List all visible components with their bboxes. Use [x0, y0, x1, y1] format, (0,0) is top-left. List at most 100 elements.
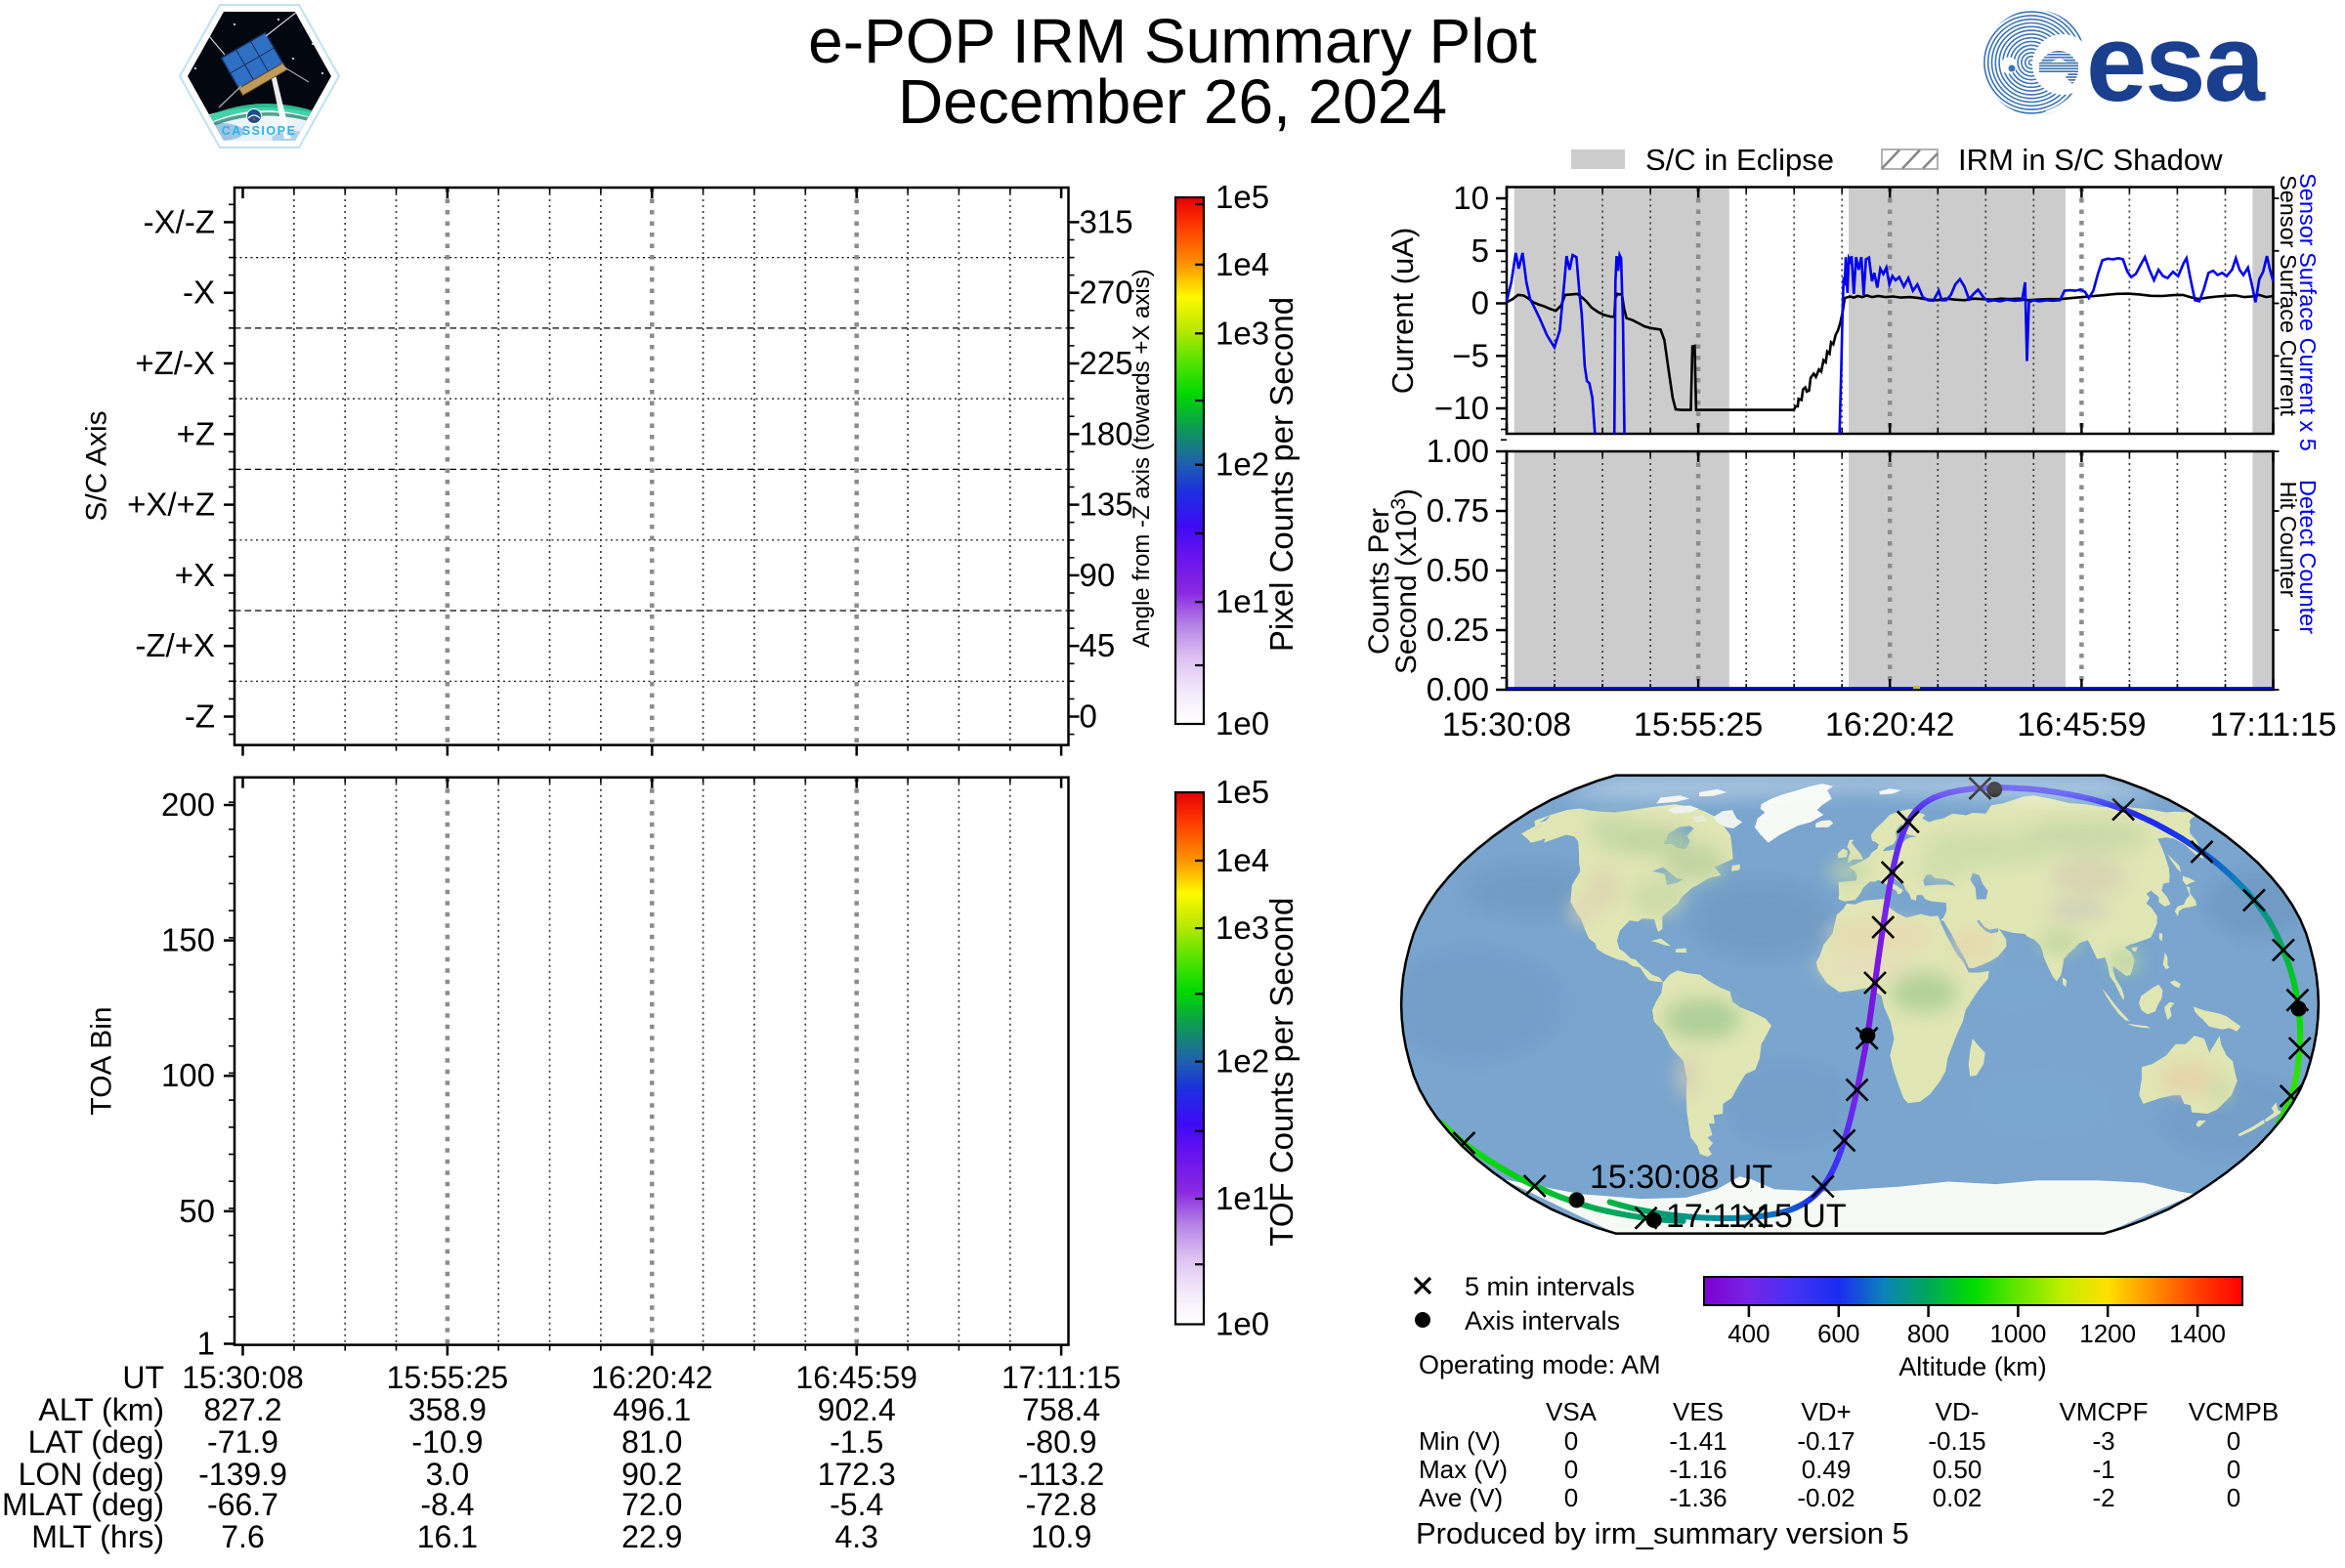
svg-text:Produced by irm_summary versio: Produced by irm_summary version 5: [1416, 1516, 1909, 1550]
svg-text:VSA: VSA: [1546, 1397, 1598, 1426]
svg-text:10: 10: [1453, 180, 1489, 216]
svg-text:16:45:59: 16:45:59: [795, 1360, 917, 1395]
svg-text:−5: −5: [1452, 337, 1489, 373]
svg-text:1200: 1200: [2079, 1319, 2136, 1348]
svg-text:17:11:15: 17:11:15: [1002, 1360, 1121, 1395]
svg-text:72.0: 72.0: [621, 1487, 682, 1522]
svg-text:5 min intervals: 5 min intervals: [1465, 1272, 1635, 1301]
svg-text:MLT (hrs): MLT (hrs): [31, 1519, 164, 1554]
svg-text:Axis intervals: Axis intervals: [1465, 1306, 1620, 1335]
svg-text:Min (V): Min (V): [1419, 1426, 1501, 1456]
svg-text:+X/+Z: +X/+Z: [127, 487, 215, 523]
svg-text:-X: -X: [183, 275, 215, 311]
svg-text:Pixel Counts per Second: Pixel Counts per Second: [1263, 297, 1300, 652]
svg-text:1000: 1000: [1989, 1319, 2046, 1348]
svg-text:22.9: 22.9: [621, 1519, 682, 1554]
svg-text:-Z/+X: -Z/+X: [135, 627, 215, 663]
svg-text:1e0: 1e0: [1215, 1306, 1269, 1342]
svg-text:VCMPB: VCMPB: [2189, 1397, 2279, 1426]
svg-text:1e5: 1e5: [1215, 179, 1269, 215]
svg-text:0.49: 0.49: [1802, 1455, 1852, 1484]
svg-text:0: 0: [2227, 1426, 2240, 1456]
svg-text:135: 135: [1080, 487, 1133, 523]
svg-text:-0.15: -0.15: [1928, 1426, 1985, 1456]
svg-text:CASSIOPE: CASSIOPE: [222, 124, 297, 138]
svg-text:0.02: 0.02: [1933, 1483, 1983, 1512]
svg-text:-0.02: -0.02: [1797, 1483, 1855, 1512]
svg-text:-0.17: -0.17: [1797, 1426, 1855, 1456]
svg-text:UT: UT: [122, 1360, 164, 1395]
svg-text:-X/-Z: -X/-Z: [144, 203, 215, 239]
svg-text:VMCPF: VMCPF: [2060, 1397, 2149, 1426]
svg-text:81.0: 81.0: [621, 1424, 682, 1460]
svg-text:-3: -3: [2092, 1426, 2114, 1456]
svg-text:17:11:15: 17:11:15: [2210, 706, 2337, 743]
svg-text:-80.9: -80.9: [1026, 1424, 1097, 1460]
svg-text:0: 0: [1564, 1483, 1578, 1512]
svg-text:-1.16: -1.16: [1669, 1455, 1727, 1484]
svg-text:+X: +X: [175, 557, 215, 593]
svg-text:-10.9: -10.9: [411, 1424, 483, 1460]
svg-text:Second (x103): Second (x103): [1387, 488, 1424, 674]
svg-text:902.4: 902.4: [818, 1392, 896, 1427]
svg-text:S/C Axis: S/C Axis: [81, 410, 113, 521]
svg-text:16.1: 16.1: [417, 1519, 478, 1554]
svg-text:1e1: 1e1: [1215, 1180, 1269, 1216]
svg-text:358.9: 358.9: [408, 1392, 487, 1427]
svg-text:270: 270: [1080, 275, 1133, 311]
svg-text:0: 0: [2227, 1483, 2240, 1512]
svg-text:Altitude (km): Altitude (km): [1898, 1352, 2047, 1381]
svg-text:15:30:08: 15:30:08: [182, 1360, 304, 1395]
svg-text:0.50: 0.50: [1933, 1455, 1983, 1484]
svg-text:7.6: 7.6: [221, 1519, 264, 1554]
svg-text:5: 5: [1471, 233, 1489, 269]
svg-text:1e3: 1e3: [1215, 315, 1269, 351]
svg-text:MLAT (deg): MLAT (deg): [2, 1487, 164, 1522]
svg-text:TOA Bin: TOA Bin: [86, 1006, 118, 1115]
svg-text:-71.9: -71.9: [207, 1424, 278, 1460]
svg-text:-1.36: -1.36: [1669, 1483, 1727, 1512]
svg-text:Max (V): Max (V): [1419, 1455, 1508, 1484]
svg-text:-66.7: -66.7: [207, 1487, 278, 1522]
svg-text:17:11:15 UT: 17:11:15 UT: [1666, 1198, 1847, 1235]
svg-text:-Z: -Z: [185, 699, 215, 735]
svg-text:-72.8: -72.8: [1026, 1487, 1097, 1522]
svg-text:-2: -2: [2092, 1483, 2114, 1512]
svg-text:LAT (deg): LAT (deg): [28, 1424, 164, 1460]
svg-text:1e4: 1e4: [1215, 842, 1269, 878]
svg-text:Current (uA): Current (uA): [1386, 228, 1420, 395]
svg-text:600: 600: [1817, 1319, 1859, 1348]
svg-text:225: 225: [1080, 345, 1133, 381]
svg-text:esa: esa: [2086, 2, 2266, 124]
svg-text:827.2: 827.2: [203, 1392, 281, 1427]
svg-text:0: 0: [1471, 285, 1489, 321]
svg-text:0.00: 0.00: [1427, 671, 1489, 707]
svg-text:150: 150: [161, 922, 215, 958]
svg-text:0: 0: [1080, 699, 1097, 735]
svg-text:1e4: 1e4: [1215, 246, 1269, 282]
svg-text:1.00: 1.00: [1427, 433, 1489, 469]
svg-text:Sensor Surface Current: Sensor Surface Current: [2276, 175, 2301, 416]
svg-text:180: 180: [1080, 415, 1133, 451]
svg-text:15:30:08 UT: 15:30:08 UT: [1590, 1159, 1772, 1196]
svg-text:1e2: 1e2: [1215, 1043, 1269, 1080]
svg-text:50: 50: [179, 1193, 215, 1229]
svg-text:15:30:08: 15:30:08: [1442, 706, 1571, 743]
svg-text:0: 0: [1564, 1455, 1578, 1484]
svg-text:0.25: 0.25: [1427, 612, 1489, 648]
svg-text:45: 45: [1080, 627, 1116, 663]
svg-text:0.75: 0.75: [1427, 492, 1489, 529]
svg-text:Angle from -Z axis (towards +X: Angle from -Z axis (towards +X axis): [1129, 269, 1155, 647]
svg-text:0: 0: [1564, 1426, 1578, 1456]
svg-text:800: 800: [1907, 1319, 1949, 1348]
svg-text:VES: VES: [1673, 1397, 1724, 1426]
svg-text:-8.4: -8.4: [420, 1487, 474, 1522]
svg-text:-1.41: -1.41: [1669, 1426, 1727, 1456]
svg-text:1e3: 1e3: [1215, 910, 1269, 946]
svg-text:1: 1: [197, 1326, 215, 1362]
svg-text:1400: 1400: [2169, 1319, 2226, 1348]
svg-text:Hit Counter: Hit Counter: [2276, 482, 2301, 598]
svg-text:15:55:25: 15:55:25: [387, 1360, 509, 1395]
svg-text:90: 90: [1080, 557, 1116, 593]
svg-text:758.4: 758.4: [1022, 1392, 1100, 1427]
